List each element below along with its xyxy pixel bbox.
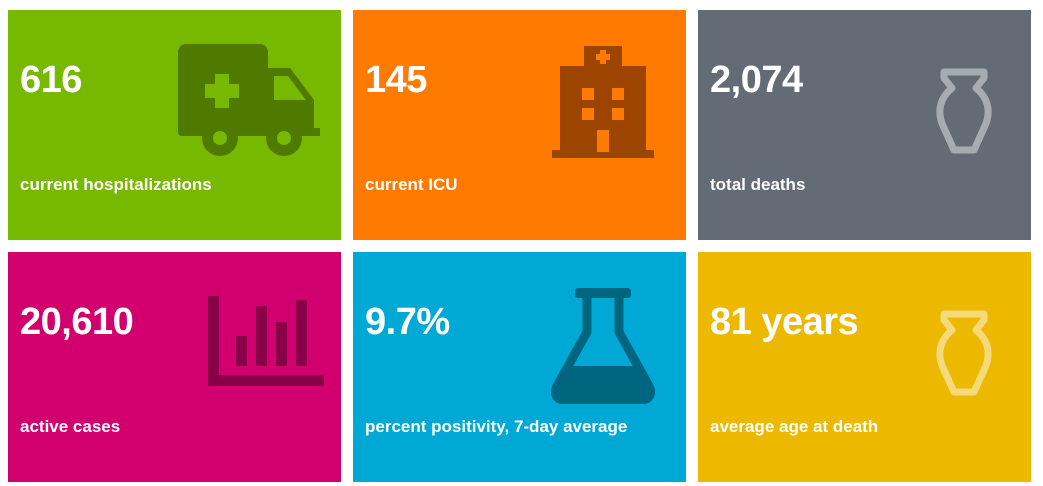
stat-value: 2,074	[710, 59, 803, 101]
stat-tile-average-age: 81 years average age at death	[698, 252, 1031, 482]
stat-value: 616	[20, 59, 82, 101]
urn-icon	[936, 68, 992, 154]
stat-label: average age at death	[710, 417, 879, 436]
stat-tile-total-deaths: 2,074 total deaths	[698, 10, 1031, 240]
stat-value: 81 years	[710, 301, 859, 343]
stat-tile-icu: 145 current ICU	[353, 10, 686, 240]
stat-label: percent positivity, 7-day average	[365, 417, 628, 436]
stat-value: 9.7%	[365, 301, 450, 343]
stat-value: 20,610	[20, 301, 134, 343]
stat-value: 145	[365, 59, 427, 101]
stat-label: current ICU	[365, 175, 458, 194]
stat-label: current hospitalizations	[20, 175, 212, 194]
stat-tile-positivity: 9.7% percent positivity, 7-day average	[353, 252, 686, 482]
flask-icon	[551, 288, 655, 404]
stat-label: total deaths	[710, 175, 806, 194]
stat-tile-hospitalizations: 616 current hospitalizations	[8, 10, 341, 240]
stat-label: active cases	[20, 417, 121, 436]
hospital-icon	[552, 46, 654, 158]
stat-tile-active-cases: 20,610 active cases	[8, 252, 341, 482]
bar-chart-icon	[208, 296, 324, 386]
ambulance-icon	[178, 44, 320, 156]
urn-icon	[936, 310, 992, 396]
